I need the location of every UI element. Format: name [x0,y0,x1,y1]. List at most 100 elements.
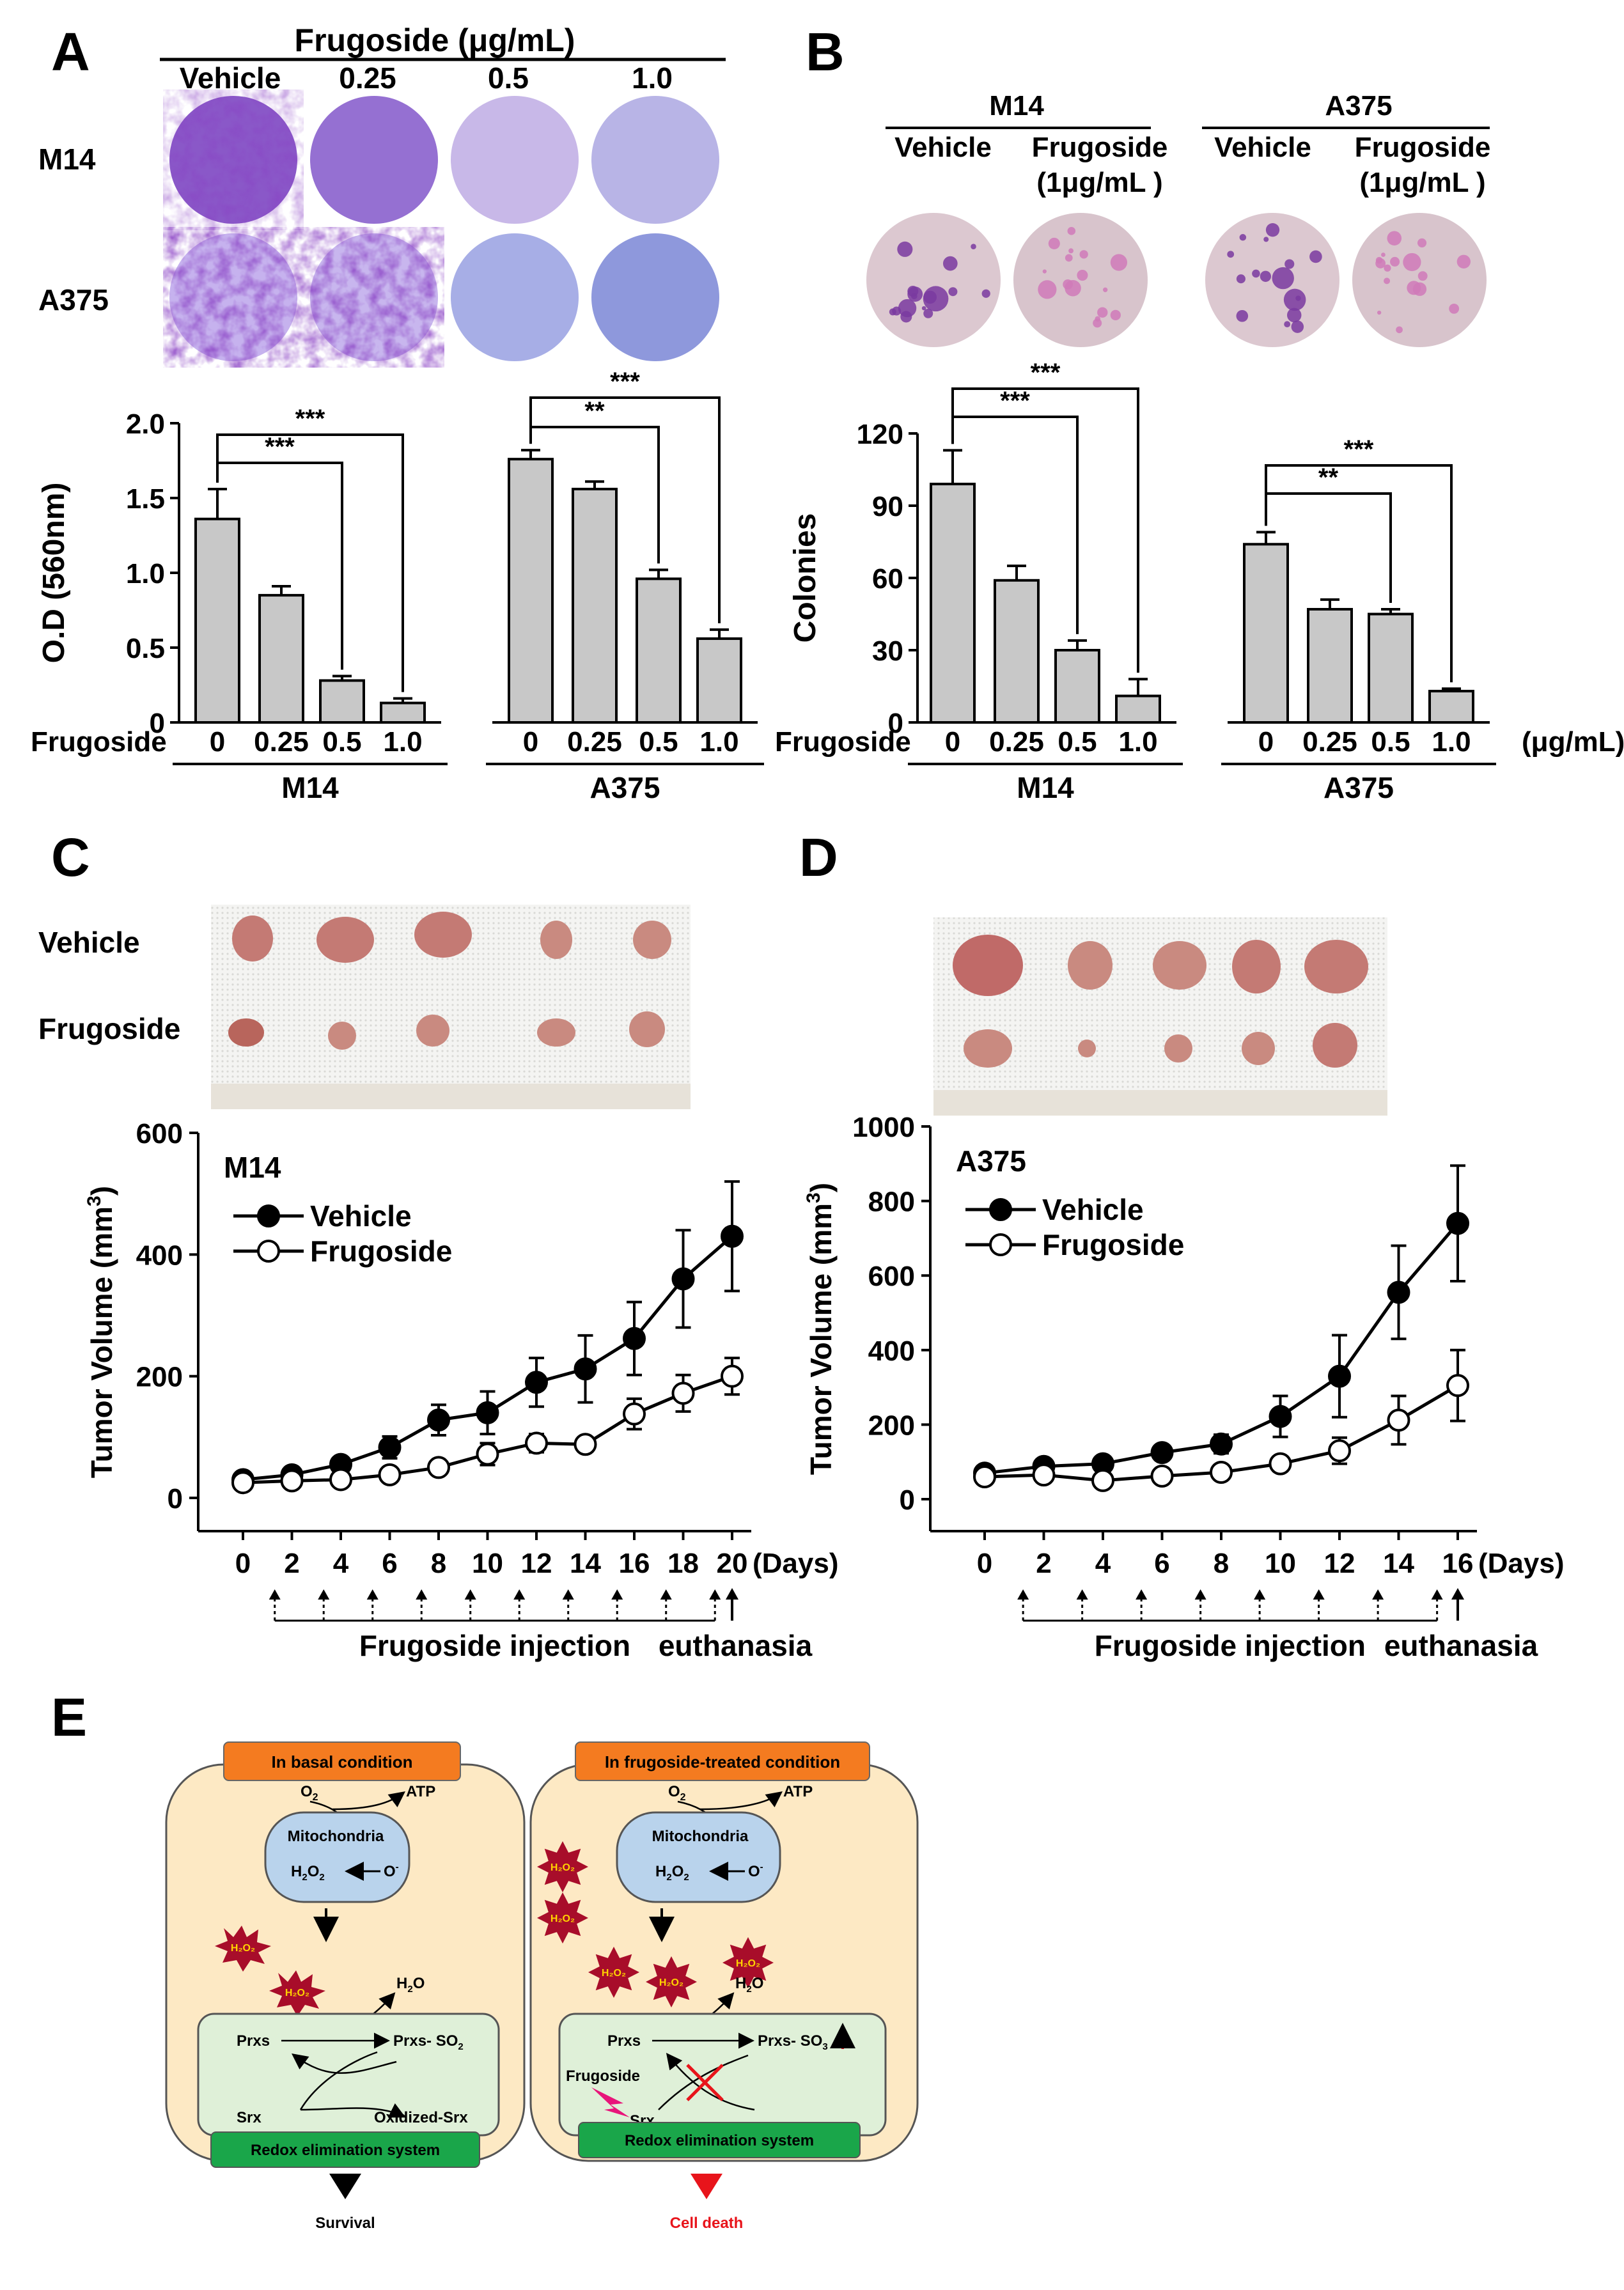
significance-label: *** [295,405,325,433]
colony [1252,269,1260,278]
svg-text:H₂O₂: H₂O₂ [285,1988,309,1998]
data-point [280,1469,304,1493]
tumor [1164,1034,1192,1063]
x-tick-label: 6 [382,1548,397,1579]
data-point [329,1468,352,1492]
colony [1265,223,1280,237]
injection-arrowhead [1431,1589,1443,1600]
title-basal: In basal condition [271,1752,412,1772]
data-point [1387,1408,1410,1432]
x-tick-label: 1.0 [383,726,422,758]
colony [1286,308,1302,323]
colony [1048,237,1060,249]
significance-label: *** [1000,387,1030,415]
tumor [953,935,1023,996]
well-texture [310,233,438,361]
x-tick-label: 0 [210,726,225,758]
y-tick-label: 0.5 [126,633,165,664]
colony [1097,307,1108,318]
colony [1449,303,1460,314]
svg-text:H₂O₂: H₂O₂ [602,1968,626,1979]
y-axis-label: O.D (560nm) [37,483,71,664]
well-m14-025 [310,96,438,224]
x-tick-label: 0.25 [989,726,1044,758]
x-unit-label: (Days) [1478,1548,1565,1579]
y-tick-label: 1000 [852,1112,915,1143]
h2o2-burst-icon: H₂O₂ [722,1937,774,1988]
bar [994,579,1040,724]
euthanasia-arrowhead [726,1588,738,1600]
colony [1067,227,1076,235]
y-tick-label: 400 [868,1336,915,1367]
bar [380,701,426,724]
x-tick-label: 0 [523,726,538,758]
injection-arrowhead [1194,1589,1206,1600]
mitochondria-label: Mitochondria [288,1828,384,1845]
colony [892,306,902,316]
col-label-vehicle: Vehicle [180,61,281,95]
colony [1079,250,1088,259]
frugoside-label: Frugoside [566,2068,640,2085]
bar [636,577,682,724]
tumor [1153,941,1206,990]
data-point [525,1431,548,1455]
data-point [1091,1468,1114,1492]
colony [1110,254,1128,271]
title-treated: In frugoside-treated condition [605,1752,840,1772]
colony [1390,256,1400,267]
data-point [1210,1432,1233,1456]
outcome-survival: Survival [315,2215,375,2232]
colony [1295,295,1301,301]
x-tick-label: 0.25 [1302,726,1357,758]
colony [1063,279,1073,290]
x-tick-label: 0.5 [1058,726,1097,758]
significance-label: *** [610,368,640,396]
group-m14: M14 [989,90,1044,121]
redox-label: Redox elimination system [625,2132,814,2149]
srx-cycle-arrow [291,2053,397,2074]
significance-bracket [951,387,1139,673]
redox-label: Redox elimination system [251,2142,440,2159]
injection-arrowhead [611,1589,623,1600]
bar [319,679,365,724]
o2-label: O2 [301,1783,318,1803]
chart-title: M14 [224,1151,281,1184]
tumor [1078,1040,1096,1057]
y-tick-label: 120 [857,419,903,450]
y-axis-label: Tumor Volume (mm3) [803,1183,838,1475]
panel-c-letter: C [51,827,90,887]
colony [1038,280,1057,299]
h2o2-burst-icon: H₂O₂ [269,1970,325,2016]
x-tick-label: 2 [1036,1548,1051,1579]
y-tick-label: 2.0 [126,409,165,440]
y-tick-label: 0 [888,708,903,739]
y-tick-label: 60 [872,563,903,595]
outcome-arrow-icon [691,2174,722,2199]
atp-label: ATP [406,1783,435,1800]
mitochondria [616,1811,781,1903]
well-texture [169,96,297,224]
bar [258,594,304,724]
x-unit-label: (μg/mL) [1522,726,1624,758]
injection-arrowhead [1313,1589,1325,1600]
x-unit-label: (Days) [753,1548,839,1579]
data-point [1328,1364,1351,1388]
data-point [574,1433,597,1456]
colony-well-m14-vehicle [866,213,1001,347]
colony [923,290,937,304]
data-point [1210,1461,1233,1484]
colony [1102,287,1108,293]
significance-label: ** [584,397,605,425]
srx-label: Srx [237,2109,262,2126]
mitochondria [264,1811,410,1903]
panel-b-letter: B [806,22,845,82]
colony [1283,288,1306,311]
srx-cycle-arrow [299,2051,378,2110]
x-tick-label: 0.25 [567,726,622,758]
colony [1260,270,1272,282]
x-tick-label: 12 [521,1548,552,1579]
treatment-header: Frugoside (μg/mL) [295,22,575,58]
outcome-arrow-icon [329,2174,361,2199]
h2o-label: H2O [396,1975,425,1995]
significance-label: *** [1344,435,1374,463]
